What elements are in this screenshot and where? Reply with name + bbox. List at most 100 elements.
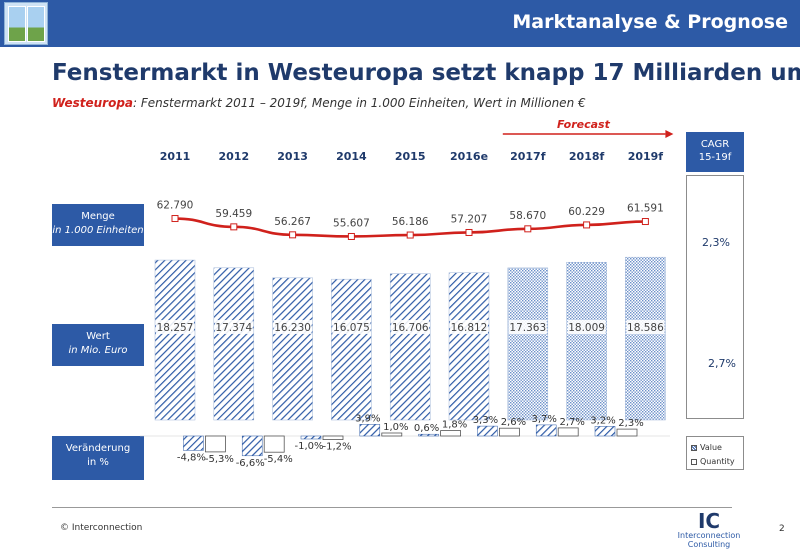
- year-label: 2017f: [510, 150, 546, 163]
- footer-divider: [52, 507, 732, 508]
- change-quantity-label: -1,2%: [322, 442, 351, 453]
- quantity-label: 60.229: [568, 206, 605, 218]
- change-quantity-label: 1,0%: [383, 422, 408, 433]
- row-label-wert-line1: Wert: [86, 331, 110, 342]
- year-label: 2019f: [628, 150, 664, 163]
- row-label-menge: Menge in 1.000 Einheiten: [52, 204, 144, 246]
- change-quantity-label: 2,3%: [618, 418, 643, 429]
- value-bar: [213, 267, 255, 421]
- value-bar: [507, 267, 549, 421]
- change-value-bar: [359, 424, 381, 437]
- quantity-point: [465, 228, 473, 236]
- change-value-label: 3,9%: [355, 413, 380, 424]
- value-label: 17.374: [215, 322, 252, 334]
- change-value-label: -6,6%: [236, 458, 265, 469]
- quantity-point: [641, 218, 649, 226]
- legend-label-quantity: Quantity: [700, 457, 735, 466]
- change-value-bar: [183, 435, 204, 451]
- change-value-bar: [418, 433, 439, 437]
- value-bar: [566, 261, 607, 421]
- change-quantity-bar: [498, 427, 520, 437]
- year-label: 2014: [336, 150, 367, 163]
- value-label: 16.706: [392, 322, 429, 334]
- change-value-label: 3,7%: [531, 414, 556, 425]
- quantity-label: 55.607: [333, 217, 370, 229]
- value-bar: [154, 259, 196, 421]
- legend-label-value: Value: [700, 443, 722, 452]
- change-value-bar: [300, 435, 322, 440]
- change-value-label: -4,8%: [177, 452, 206, 463]
- change-quantity-label: -5,3%: [205, 454, 234, 465]
- change-quantity-label: 1,8%: [442, 420, 467, 431]
- change-quantity-bar: [440, 430, 462, 437]
- quantity-label: 59.459: [215, 208, 252, 220]
- value-label-bg: [273, 320, 312, 334]
- value-label-bg: [626, 320, 665, 334]
- logo-line1: Interconnection: [677, 531, 741, 540]
- quantity-label: 56.267: [274, 216, 311, 228]
- quantity-label: 56.186: [392, 216, 429, 228]
- footer-copyright: © Interconnection: [60, 523, 143, 533]
- value-label: 16.812: [451, 322, 488, 334]
- value-bar: [448, 272, 490, 421]
- cagr-header: CAGR 15-19f: [686, 132, 744, 172]
- change-value-bar: [241, 435, 263, 457]
- window-image: [4, 2, 48, 45]
- cagr-menge: 2,3%: [702, 236, 730, 249]
- year-label: 2016e: [450, 150, 488, 163]
- quantity-point: [289, 231, 297, 239]
- forecast-label: Forecast: [557, 118, 610, 131]
- change-value-bar: [594, 426, 616, 437]
- value-label-bg: [156, 320, 194, 334]
- row-label-wert-line2: in Mio. Euro: [68, 345, 128, 356]
- change-value-label: 3,3%: [473, 415, 498, 426]
- subtitle-text: : Fenstermarkt 2011 – 2019f, Menge in 1.…: [133, 96, 586, 110]
- change-value-label: 0,6%: [414, 423, 439, 434]
- change-value-label: -1,0%: [294, 441, 323, 452]
- page-number: 2: [779, 524, 785, 534]
- year-label: 2015: [395, 150, 426, 163]
- value-label: 18.257: [157, 322, 194, 334]
- subtitle-highlight: Westeuropa: [52, 96, 134, 110]
- cagr-line2: 15-19f: [698, 152, 732, 163]
- forecast-arrow-head: [665, 130, 674, 138]
- year-label: 2012: [218, 150, 249, 163]
- quantity-label: 62.790: [157, 200, 194, 212]
- value-bar: [625, 256, 666, 421]
- subtitle: Westeuropa: Fenstermarkt 2011 – 2019f, M…: [52, 96, 586, 110]
- change-quantity-label: 2,6%: [501, 417, 526, 428]
- page-title: Fenstermarkt in Westeuropa setzt knapp 1…: [52, 60, 800, 86]
- quantity-label: 57.207: [451, 213, 488, 225]
- year-label: 2013: [277, 150, 308, 163]
- change-quantity-bar: [263, 435, 285, 453]
- quantity-label: 58.670: [509, 210, 546, 222]
- row-label-veraenderung-line2: in %: [87, 457, 109, 468]
- value-label: 16.075: [333, 322, 370, 334]
- change-quantity-bar: [616, 428, 638, 437]
- change-quantity-label: 2,7%: [559, 417, 584, 428]
- value-label-bg: [332, 320, 371, 334]
- value-label: 18.586: [627, 322, 664, 334]
- value-bar: [389, 273, 431, 421]
- row-label-veraenderung: Veränderung in %: [52, 436, 144, 480]
- change-quantity-bar: [204, 435, 226, 453]
- quantity-point: [171, 215, 179, 223]
- change-quantity-bar: [381, 432, 403, 437]
- quantity-label: 61.591: [627, 203, 664, 215]
- header-title: Marktanalyse & Prognose: [512, 11, 788, 33]
- company-logo: IC Interconnection Consulting: [676, 511, 742, 551]
- row-label-menge-line1: Menge: [81, 211, 115, 222]
- change-quantity-label: -5,4%: [264, 454, 293, 465]
- value-label-bg: [567, 320, 606, 334]
- change-value-bar: [477, 425, 498, 437]
- quantity-point: [583, 221, 591, 229]
- window-pane-right: [27, 6, 45, 42]
- change-value-label: 3,2%: [590, 415, 615, 426]
- value-label: 17.363: [509, 322, 546, 334]
- cagr-line1: CAGR: [700, 139, 730, 150]
- legend-item-value: Value: [691, 443, 722, 452]
- row-label-menge-line2: in 1.000 Einheiten: [52, 225, 144, 236]
- legend-swatch-value: [691, 444, 697, 451]
- value-label-bg: [508, 320, 547, 334]
